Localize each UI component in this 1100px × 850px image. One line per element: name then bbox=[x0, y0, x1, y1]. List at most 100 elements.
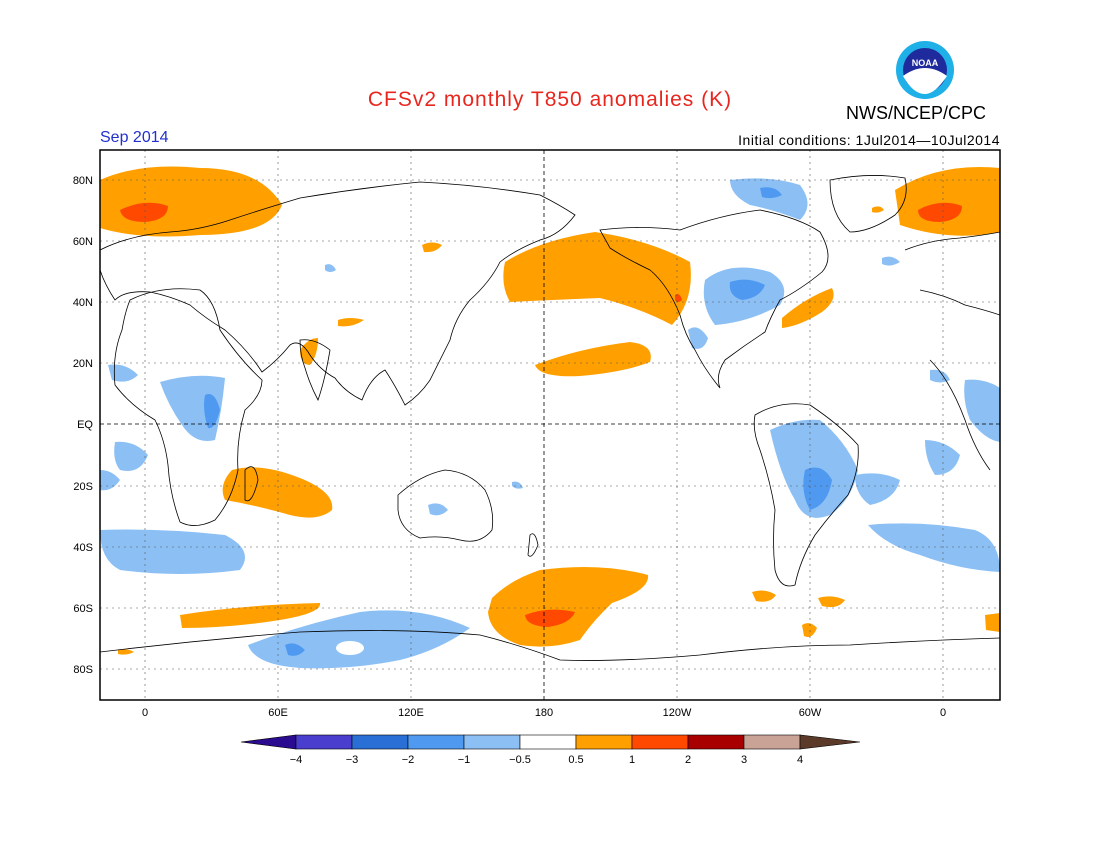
coastlines bbox=[100, 175, 1000, 661]
colorbar-labels: −4 −3 −2 −1 −0.5 0.5 1 2 3 4 bbox=[290, 754, 803, 766]
lon-label: 0 bbox=[142, 707, 148, 719]
colorbar-bin bbox=[519, 734, 577, 750]
cool-anomaly-southern-ocean-indian bbox=[248, 610, 470, 669]
cool-core-arctic bbox=[760, 187, 782, 199]
agency-label: NWS/NCEP/CPC bbox=[846, 103, 987, 123]
coast-eurasia-wrap bbox=[904, 231, 1000, 471]
map-title: CFSv2 monthly T850 anomalies (K) bbox=[367, 88, 733, 111]
coast-south-america bbox=[753, 403, 859, 587]
coast-india bbox=[299, 339, 331, 401]
coast-eurasia bbox=[100, 181, 576, 406]
cool-anomaly-mexico bbox=[688, 327, 708, 349]
warm-anomaly-caspian bbox=[422, 242, 442, 253]
colorbar-low-arrow bbox=[240, 734, 297, 750]
colorbar-tick: −2 bbox=[402, 754, 415, 766]
cool-anomaly-east-atlantic bbox=[868, 523, 1000, 572]
warm-anomaly-southern-ocean bbox=[180, 603, 321, 628]
warm-anomaly-subtropical-pacific bbox=[535, 342, 651, 377]
lat-label: 80S bbox=[73, 664, 93, 676]
lat-label: 40S bbox=[73, 542, 93, 554]
cool-anomaly-small-2 bbox=[512, 481, 523, 489]
colorbar-bin bbox=[743, 734, 801, 750]
cool-anomaly-tropical-atlantic bbox=[925, 440, 960, 475]
cool-anomaly-west-africa bbox=[108, 364, 138, 382]
lat-label: EQ bbox=[77, 419, 93, 431]
reference-lines bbox=[100, 150, 1000, 700]
warm-anomaly-mideast bbox=[338, 318, 364, 327]
colorbar-bin bbox=[575, 734, 633, 750]
anomaly-shading bbox=[100, 166, 1000, 669]
cool-anomaly-equatorial-atlantic bbox=[964, 379, 1000, 442]
colorbar-bin bbox=[407, 734, 465, 750]
warm-anomaly-north-atlantic bbox=[782, 288, 834, 328]
initial-conditions: Initial conditions: 1Jul2014—10Jul2014 bbox=[738, 132, 1000, 148]
lon-label: 120W bbox=[663, 707, 692, 719]
colorbar-tick: 3 bbox=[741, 754, 747, 766]
colorbar-tick: 4 bbox=[797, 754, 803, 766]
lon-label: 0 bbox=[940, 707, 946, 719]
latitude-labels: 80N 60N 40N 20N EQ 20S 40S 60S 80S bbox=[73, 175, 94, 676]
lon-label: 60E bbox=[268, 707, 288, 719]
warm-anomaly-europe bbox=[100, 166, 282, 237]
cool-core-south-america bbox=[803, 467, 832, 510]
cool-core-southern-ocean bbox=[285, 643, 305, 656]
cool-core-north-america bbox=[729, 279, 765, 300]
warm-anomaly-south-atlantic bbox=[818, 596, 845, 608]
warm-anomaly-east-atlantic bbox=[985, 613, 1000, 632]
forecast-period: Sep 2014 bbox=[100, 129, 169, 146]
neutral-hole-southern-ocean bbox=[336, 641, 364, 655]
cool-anomaly-south-atlantic bbox=[100, 529, 245, 574]
warm-anomaly-north-pacific bbox=[503, 232, 691, 325]
colorbar-tick: −4 bbox=[290, 754, 303, 766]
colorbar-bin bbox=[631, 734, 689, 750]
colorbar-tick: −3 bbox=[346, 754, 359, 766]
colorbar-tick: 2 bbox=[685, 754, 691, 766]
colorbar-tick: −1 bbox=[458, 754, 471, 766]
cool-anomaly-west-pacific bbox=[428, 503, 448, 516]
longitude-labels: 0 60E 120E 180 120W 60W 0 bbox=[142, 707, 946, 719]
lon-label: 120E bbox=[398, 707, 424, 719]
cool-anomaly-south-atlantic-2 bbox=[855, 473, 900, 505]
lat-label: 40N bbox=[73, 297, 93, 309]
colorbar-tick: 0.5 bbox=[568, 754, 583, 766]
warm-anomaly-drake bbox=[752, 590, 776, 602]
lat-label: 60S bbox=[73, 603, 93, 615]
lat-label: 20N bbox=[73, 358, 93, 370]
noaa-logo-text: NOAA bbox=[912, 58, 939, 68]
noaa-logo: NOAA bbox=[896, 41, 954, 99]
warm-anomaly-antarctic-peninsula bbox=[802, 623, 817, 637]
lat-label: 60N bbox=[73, 236, 93, 248]
coast-new-zealand bbox=[527, 533, 539, 557]
colorbar-tick: −0.5 bbox=[509, 754, 531, 766]
warm-core-europe-wrap bbox=[918, 202, 962, 222]
warm-anomaly-europe-wrap bbox=[895, 166, 1000, 236]
lon-label: 180 bbox=[535, 707, 553, 719]
warm-anomaly-south-indian bbox=[222, 467, 333, 518]
colorbar-bin bbox=[351, 734, 409, 750]
cool-core-africa bbox=[204, 394, 220, 429]
coast-north-america bbox=[599, 209, 829, 389]
cool-anomaly-small-3 bbox=[882, 256, 900, 266]
lon-label: 60W bbox=[799, 707, 822, 719]
colorbar-bin bbox=[295, 734, 353, 750]
coast-australia bbox=[397, 469, 494, 542]
warm-core-europe bbox=[120, 202, 168, 222]
cool-anomaly-small-1 bbox=[325, 264, 336, 272]
colorbar-bin bbox=[463, 734, 521, 750]
colorbar bbox=[240, 734, 861, 750]
coast-antarctica bbox=[100, 630, 1000, 661]
coast-greenland bbox=[829, 175, 907, 233]
warm-anomaly-west-antarctic bbox=[118, 649, 134, 655]
warm-anomaly-arabia bbox=[300, 338, 318, 365]
warm-core-south-pacific bbox=[525, 609, 575, 627]
warm-anomaly-small bbox=[872, 206, 884, 213]
cool-anomaly-far-west bbox=[100, 470, 120, 491]
map-frame bbox=[99, 149, 1001, 701]
coast-africa bbox=[113, 288, 263, 526]
warm-anomaly-south-pacific bbox=[488, 566, 649, 647]
colorbar-bin bbox=[687, 734, 745, 750]
colorbar-tick: 1 bbox=[629, 754, 635, 766]
lat-label: 20S bbox=[73, 481, 93, 493]
gridlines bbox=[100, 150, 1000, 700]
